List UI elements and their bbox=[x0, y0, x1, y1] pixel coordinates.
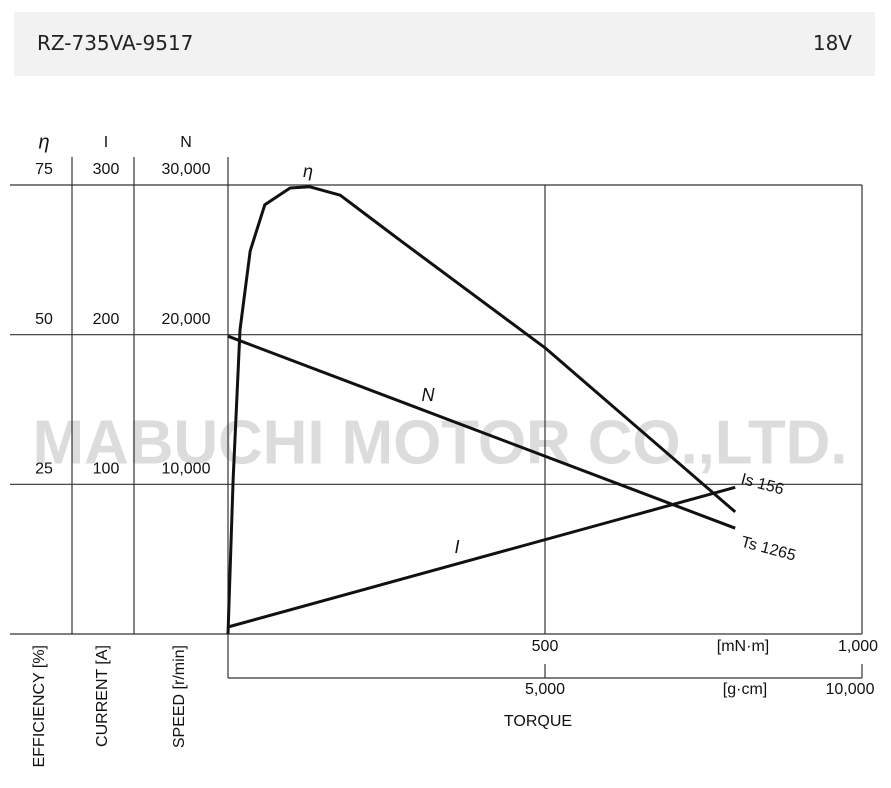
y-tick-label: 75 bbox=[35, 161, 53, 178]
x-tick-label: 1,000 bbox=[838, 638, 878, 655]
y-tick-label: 10,000 bbox=[162, 461, 211, 478]
y-axis-header: N bbox=[180, 134, 192, 151]
header-bar: RZ-735VA-9517 18V bbox=[14, 12, 875, 76]
y-tick-label: 200 bbox=[93, 311, 120, 328]
y-tick-label: 100 bbox=[93, 461, 120, 478]
series-label: I bbox=[454, 537, 459, 557]
series-line bbox=[226, 185, 737, 635]
x-axis-title: TORQUE bbox=[504, 713, 572, 730]
series-label: N bbox=[422, 385, 436, 405]
model-name: RZ-735VA-9517 bbox=[37, 31, 194, 55]
y-tick-label: 25 bbox=[35, 461, 53, 478]
y-axis-header: η bbox=[38, 131, 49, 153]
x2-tick-label: 10,000 bbox=[826, 681, 875, 698]
x2-unit: [g·cm] bbox=[723, 681, 767, 698]
series-label: η bbox=[303, 161, 313, 181]
series-line bbox=[227, 485, 736, 629]
x-unit: [mN·m] bbox=[717, 638, 769, 655]
watermark: MABUCHI MOTOR CO.,LTD. bbox=[33, 408, 848, 477]
end-label: Ts 1265 bbox=[739, 534, 798, 565]
y-axis-title: SPEED [r/min] bbox=[171, 645, 188, 748]
y-axis-header: I bbox=[104, 134, 108, 151]
y-axis-title: CURRENT [A] bbox=[94, 645, 111, 747]
y-tick-label: 30,000 bbox=[162, 161, 211, 178]
y-axis-title: EFFICIENCY [%] bbox=[31, 645, 48, 767]
series-line bbox=[227, 334, 736, 530]
x-tick-label: 500 bbox=[532, 638, 559, 655]
y-tick-label: 20,000 bbox=[162, 311, 211, 328]
x2-tick-label: 5,000 bbox=[525, 681, 565, 698]
voltage: 18V bbox=[812, 31, 852, 55]
y-tick-label: 300 bbox=[93, 161, 120, 178]
y-tick-label: 50 bbox=[35, 311, 53, 328]
